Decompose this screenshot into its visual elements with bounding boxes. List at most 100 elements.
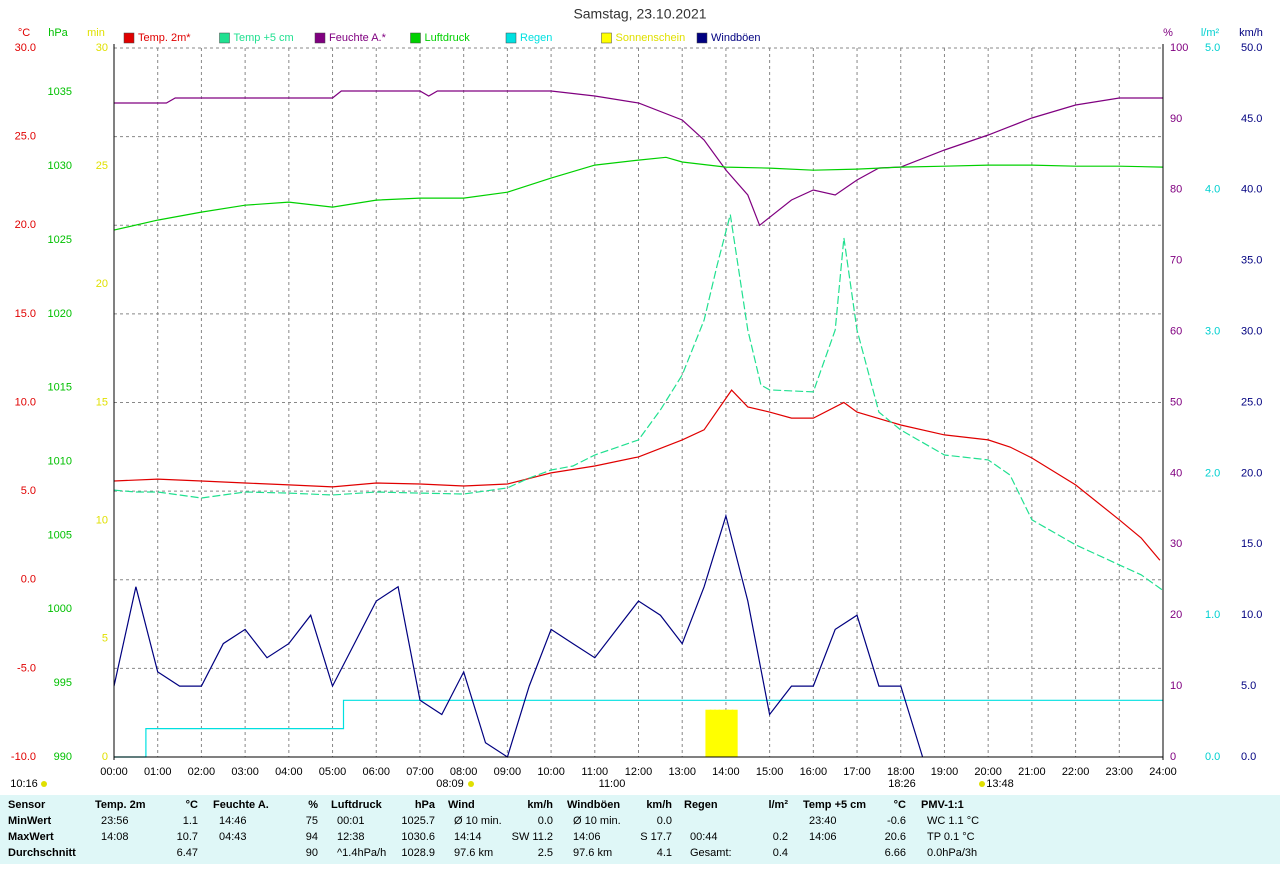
y-tick-label: 35.0 xyxy=(1241,255,1262,267)
table-cell: 23:56 xyxy=(101,815,129,827)
y-tick-label: 45.0 xyxy=(1241,113,1262,125)
legend-label: Sonnenschein xyxy=(616,32,686,44)
y-tick-label: 0.0 xyxy=(21,574,36,586)
table-cell: 90 xyxy=(306,847,318,859)
table-cell: Ø 10 min. xyxy=(454,815,502,827)
table-cell: 10.7 xyxy=(177,831,198,843)
sunshine-bar xyxy=(731,709,738,757)
y-tick-label: 30 xyxy=(1170,538,1182,550)
x-tick-label: 15:00 xyxy=(756,766,784,778)
table-cell: 14:06 xyxy=(809,831,837,843)
y-tick-label: 10 xyxy=(1170,680,1182,692)
table-unit: % xyxy=(308,799,318,811)
y-tick-label: 2.0 xyxy=(1205,467,1220,479)
x-tick-label: 16:00 xyxy=(800,766,828,778)
table-cell: 1030.6 xyxy=(401,831,435,843)
y-tick-label: 20.0 xyxy=(1241,467,1262,479)
sunshine-bar xyxy=(727,709,734,757)
x-tick-label: 19:00 xyxy=(931,766,959,778)
axis-unit: % xyxy=(1163,27,1173,39)
legend-swatch xyxy=(314,32,326,44)
table-cell: TP 0.1 °C xyxy=(927,831,975,843)
annotation: 10:16 xyxy=(10,778,38,790)
series-line xyxy=(113,156,1164,231)
table-header: Luftdruck xyxy=(331,799,383,811)
y-tick-label: 50 xyxy=(1170,396,1182,408)
y-tick-label: 20 xyxy=(1170,609,1182,621)
table-cell: 14:08 xyxy=(101,831,129,843)
table-cell: WC 1.1 °C xyxy=(927,815,979,827)
y-tick-label: 100 xyxy=(1170,42,1188,54)
table-cell: 23:40 xyxy=(809,815,837,827)
table-header: PMV-1:1 xyxy=(921,799,964,811)
stats-table: Sensor Temp. 2m °C Feuchte A.% Luftdruck hPa W… xyxy=(8,799,979,859)
annotation: 11:00 xyxy=(599,778,626,790)
legend-swatch xyxy=(505,32,517,44)
y-tick-label: 4.0 xyxy=(1205,184,1220,196)
y-tick-label: 15.0 xyxy=(15,308,36,320)
y-tick-label: 0 xyxy=(102,751,108,763)
y-tick-label: 1.0 xyxy=(1205,609,1220,621)
chart-title: Samstag, 23.10.2021 xyxy=(573,6,706,22)
row-label: MaxWert xyxy=(8,831,54,843)
table-cell: 97.6 km xyxy=(573,847,612,859)
y-tick-label: 5 xyxy=(102,633,108,645)
y-tick-label: 25.0 xyxy=(15,131,36,143)
y-tick-label: 40 xyxy=(1170,467,1182,479)
y-tick-label: 10 xyxy=(96,515,108,527)
y-tick-label: 1005 xyxy=(48,529,72,541)
y-tick-label: 1030 xyxy=(48,160,72,172)
table-cell: 0.4 xyxy=(773,847,788,859)
marks xyxy=(113,90,1164,758)
sunshine-bar xyxy=(709,709,716,757)
axis-unit: l/m² xyxy=(1201,27,1220,39)
table-cell: Gesamt: xyxy=(690,847,732,859)
table-cell: 00:01 xyxy=(337,815,365,827)
sunshine-bar xyxy=(718,709,725,757)
y-tick-label: 995 xyxy=(54,677,72,689)
legend-label: Feuchte A.* xyxy=(329,32,387,44)
x-tick-label: 17:00 xyxy=(843,766,871,778)
y-tick-label: 5.0 xyxy=(1205,42,1220,54)
axis-unit: min xyxy=(87,27,105,39)
axis-unit: hPa xyxy=(48,27,68,39)
table-header: Regen xyxy=(684,799,718,811)
y-tick-label: 1000 xyxy=(48,603,72,615)
table-cell: 0.0 xyxy=(657,815,672,827)
table-header: Windböen xyxy=(567,799,620,811)
table-header: Temp +5 cm xyxy=(803,799,866,811)
table-unit: km/h xyxy=(646,799,672,811)
x-tick-label: 07:00 xyxy=(406,766,434,778)
table-cell: 97.6 km xyxy=(454,847,493,859)
x-tick-label: 24:00 xyxy=(1149,766,1177,778)
table-unit: °C xyxy=(186,799,198,811)
table-unit: °C xyxy=(894,799,906,811)
table-cell: -0.6 xyxy=(887,815,906,827)
table-header: Wind xyxy=(448,799,475,811)
y-tick-label: 5.0 xyxy=(21,485,36,497)
x-tick-label: 11:00 xyxy=(581,766,608,778)
legend-label: Windböen xyxy=(711,32,761,44)
x-tick-label: 09:00 xyxy=(494,766,522,778)
x-tick-label: 18:00 xyxy=(887,766,915,778)
y-tick-label: 40.0 xyxy=(1241,184,1262,196)
table-cell: 20.6 xyxy=(885,831,906,843)
legend-swatch xyxy=(601,32,612,44)
legend-swatch xyxy=(696,32,708,44)
legend-label: Temp. 2m* xyxy=(138,32,191,44)
grid xyxy=(113,47,1164,758)
y-tick-label: 50.0 xyxy=(1241,42,1262,54)
y-tick-label: 5.0 xyxy=(1241,680,1256,692)
annotation: 08:09 xyxy=(436,778,464,790)
y-tick-label: 80 xyxy=(1170,184,1182,196)
y-tick-label: 15.0 xyxy=(1241,538,1262,550)
x-tick-label: 12:00 xyxy=(625,766,653,778)
x-tick-label: 20:00 xyxy=(974,766,1002,778)
y-tick-label: 25 xyxy=(96,160,108,172)
y-tick-label: 10.0 xyxy=(1241,609,1262,621)
table-header: Temp. 2m xyxy=(95,799,146,811)
y-tick-label: 3.0 xyxy=(1205,326,1220,338)
table-cell: 1028.9 xyxy=(401,847,435,859)
